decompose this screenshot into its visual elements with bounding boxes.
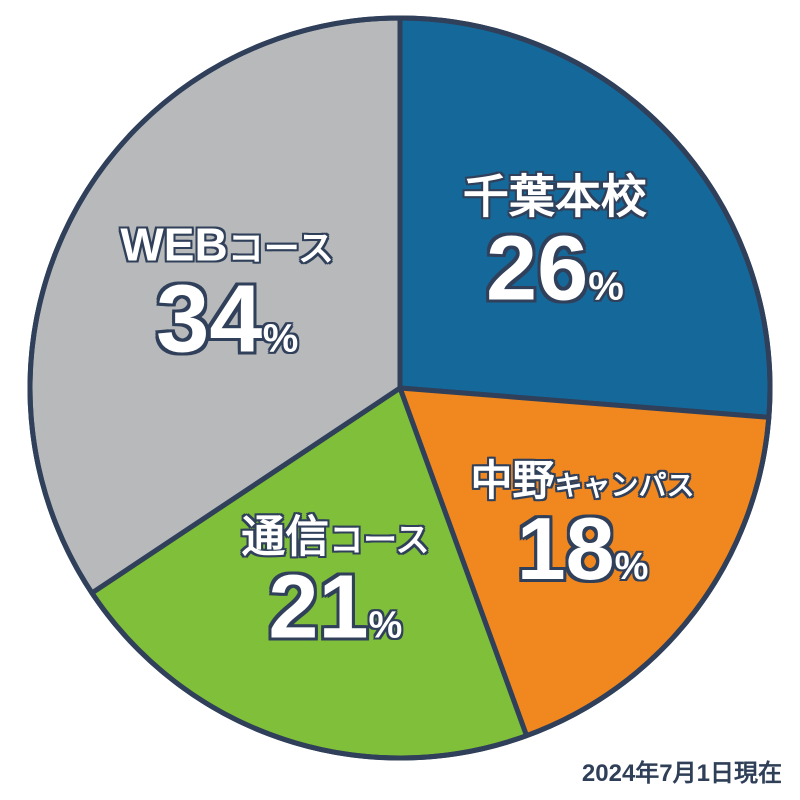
pie-svg — [0, 0, 800, 800]
pie-slice — [400, 18, 770, 417]
pie-chart-container: 2024年7月1日現在 千葉本校26%中野キャンパス18%通信コース21%WEB… — [0, 0, 800, 800]
footnote: 2024年7月1日現在 — [582, 753, 782, 788]
